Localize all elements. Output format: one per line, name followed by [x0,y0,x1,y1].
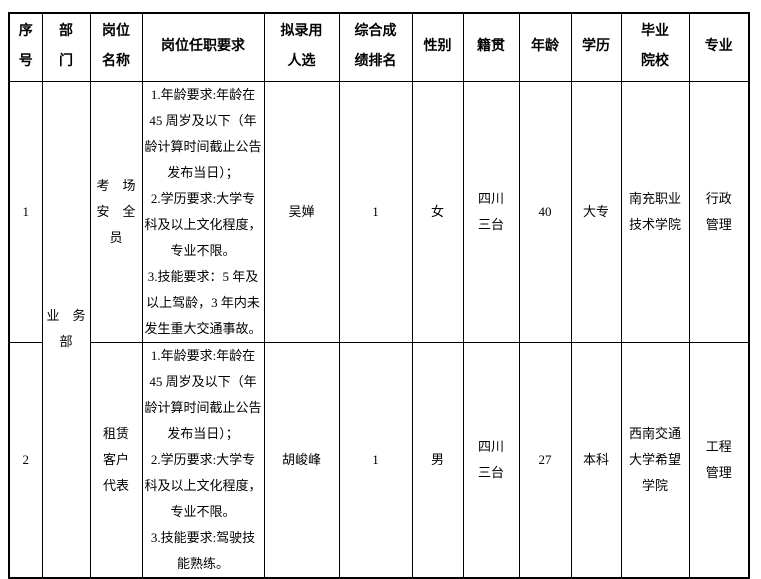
cell-row1-rank: 1 [338,80,413,343]
header-department: 部 门 [41,12,91,82]
cell-row1-native-place: 四川 三台 [462,80,520,343]
header-education: 学历 [570,12,622,82]
cell-row1-serial: 1 [8,80,43,343]
header-gender: 性别 [411,12,464,82]
header-position: 岗位 名称 [89,12,143,82]
cell-department-merged: 业 务 部 [41,80,91,578]
cell-row2-native-place: 四川 三台 [462,341,520,578]
table-row-2: 2 租赁 客户 代表 1.年龄要求:年龄在45 周岁及以下（年龄计算时间截止公告… [8,341,750,578]
cell-row1-school: 南充职业 技术学院 [620,80,690,343]
cell-row2-serial: 2 [8,341,43,578]
cell-row1-gender: 女 [411,80,464,343]
cell-row2-requirements: 1.年龄要求:年龄在45 周岁及以下（年龄计算时间截止公告发布当日）； 2.学历… [141,341,265,578]
cell-row1-education: 大专 [570,80,622,343]
cell-row2-school: 西南交通 大学希望 学院 [620,341,690,578]
cell-row1-candidate: 吴婵 [263,80,340,343]
cell-row2-major: 工程 管理 [688,341,750,578]
cell-row2-rank: 1 [338,341,413,578]
cell-row2-age: 27 [518,341,572,578]
header-major: 专业 [688,12,750,82]
header-rank: 综合成 绩排名 [338,12,413,82]
cell-row1-position: 考 场 安 全 员 [89,80,143,343]
cell-row1-requirements: 1.年龄要求:年龄在45 周岁及以下（年龄计算时间截止公告发布当日）； 2.学历… [141,80,265,343]
recruitment-table: 序 号 部 门 岗位 名称 岗位任职要求 拟录用 人选 综合成 绩排名 性别 籍… [8,12,750,579]
header-serial: 序 号 [8,12,43,82]
cell-row2-education: 本科 [570,341,622,578]
header-requirements: 岗位任职要求 [141,12,265,82]
header-candidate: 拟录用 人选 [263,12,340,82]
cell-row2-gender: 男 [411,341,464,578]
header-row: 序 号 部 门 岗位 名称 岗位任职要求 拟录用 人选 综合成 绩排名 性别 籍… [8,12,750,82]
table-row-1: 1 业 务 部 考 场 安 全 员 1.年龄要求:年龄在45 周岁及以下（年龄计… [8,80,750,578]
cell-row2-position: 租赁 客户 代表 [89,341,143,578]
cell-row2-candidate: 胡峻峰 [263,341,340,578]
cell-row1-major: 行政 管理 [688,80,750,343]
cell-row1-age: 40 [518,80,572,343]
header-school: 毕业 院校 [620,12,690,82]
header-native-place: 籍贯 [462,12,520,82]
header-age: 年龄 [518,12,572,82]
